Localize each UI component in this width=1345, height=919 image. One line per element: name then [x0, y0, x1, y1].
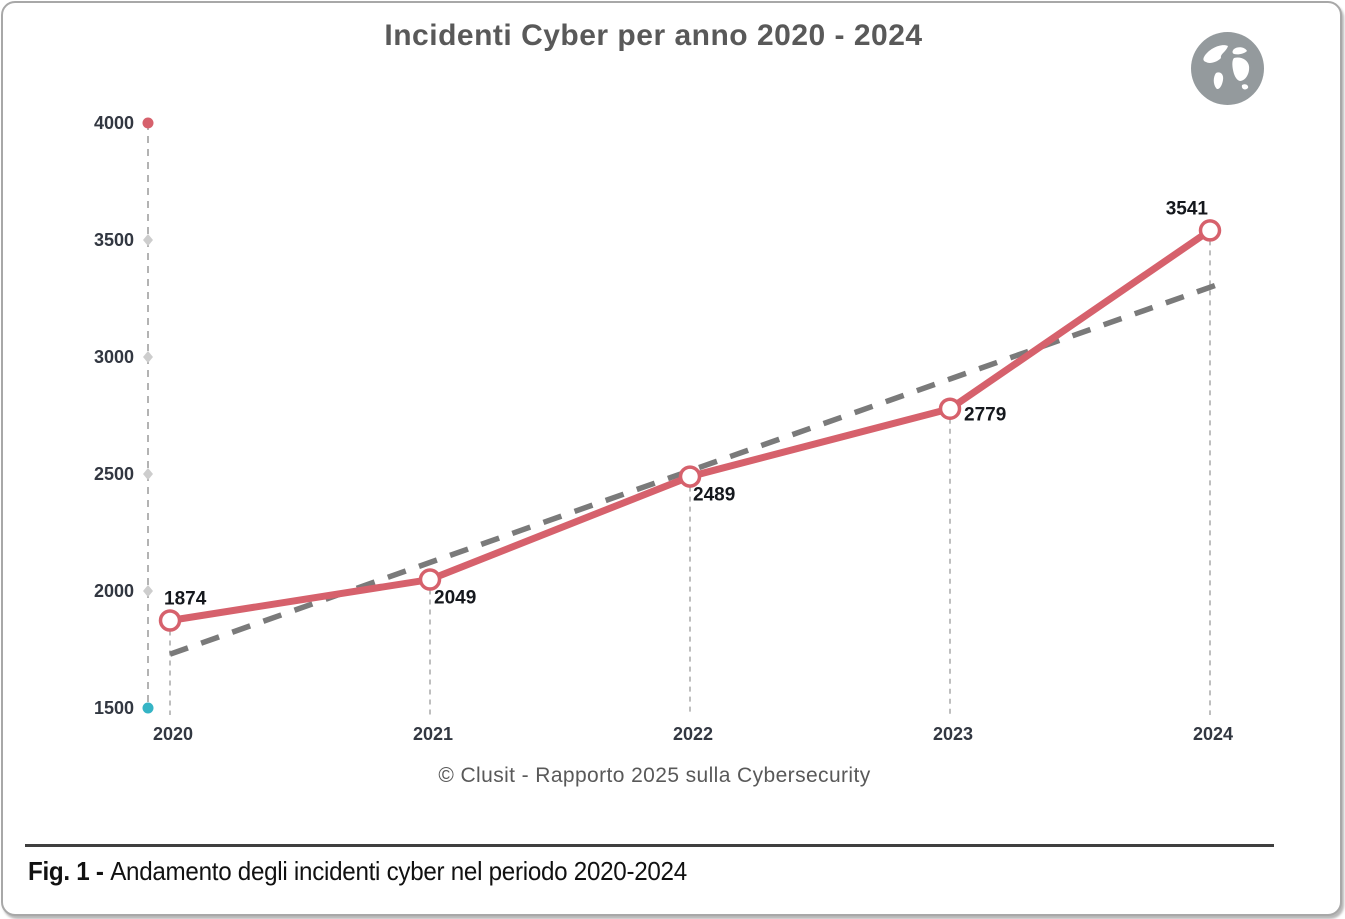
source-credit: © Clusit - Rapporto 2025 sulla Cybersecu… — [438, 764, 871, 787]
caption-divider — [25, 844, 1274, 847]
svg-text:3000: 3000 — [94, 347, 134, 367]
svg-text:2500: 2500 — [94, 464, 134, 484]
figure-caption-prefix: Fig. 1 - — [28, 856, 104, 886]
svg-text:4000: 4000 — [94, 113, 134, 133]
svg-text:2024: 2024 — [1193, 724, 1233, 744]
svg-text:2020: 2020 — [153, 724, 193, 744]
chart-title: Incidenti Cyber per anno 2020 - 2024 — [384, 19, 923, 52]
globe-earth-icon — [1191, 32, 1264, 105]
svg-text:1874: 1874 — [164, 588, 207, 609]
incident-line-chart: 1500 2000 2500 3000 3500 4000 2020 2021 2022 2023… — [94, 113, 1233, 744]
svg-text:1500: 1500 — [94, 698, 134, 718]
svg-text:2021: 2021 — [413, 724, 453, 744]
figure-caption: Fig. 1 - Andamento degli incidenti cyber … — [28, 856, 687, 887]
svg-text:2000: 2000 — [94, 581, 134, 601]
svg-text:3541: 3541 — [1166, 198, 1209, 219]
svg-text:2779: 2779 — [964, 405, 1006, 426]
svg-text:2489: 2489 — [693, 485, 735, 506]
svg-text:2049: 2049 — [434, 588, 476, 609]
svg-text:3500: 3500 — [94, 230, 134, 250]
svg-text:2023: 2023 — [933, 724, 973, 744]
svg-text:2022: 2022 — [673, 724, 713, 744]
figure-caption-text: Andamento degli incidenti cyber nel peri… — [110, 856, 687, 886]
